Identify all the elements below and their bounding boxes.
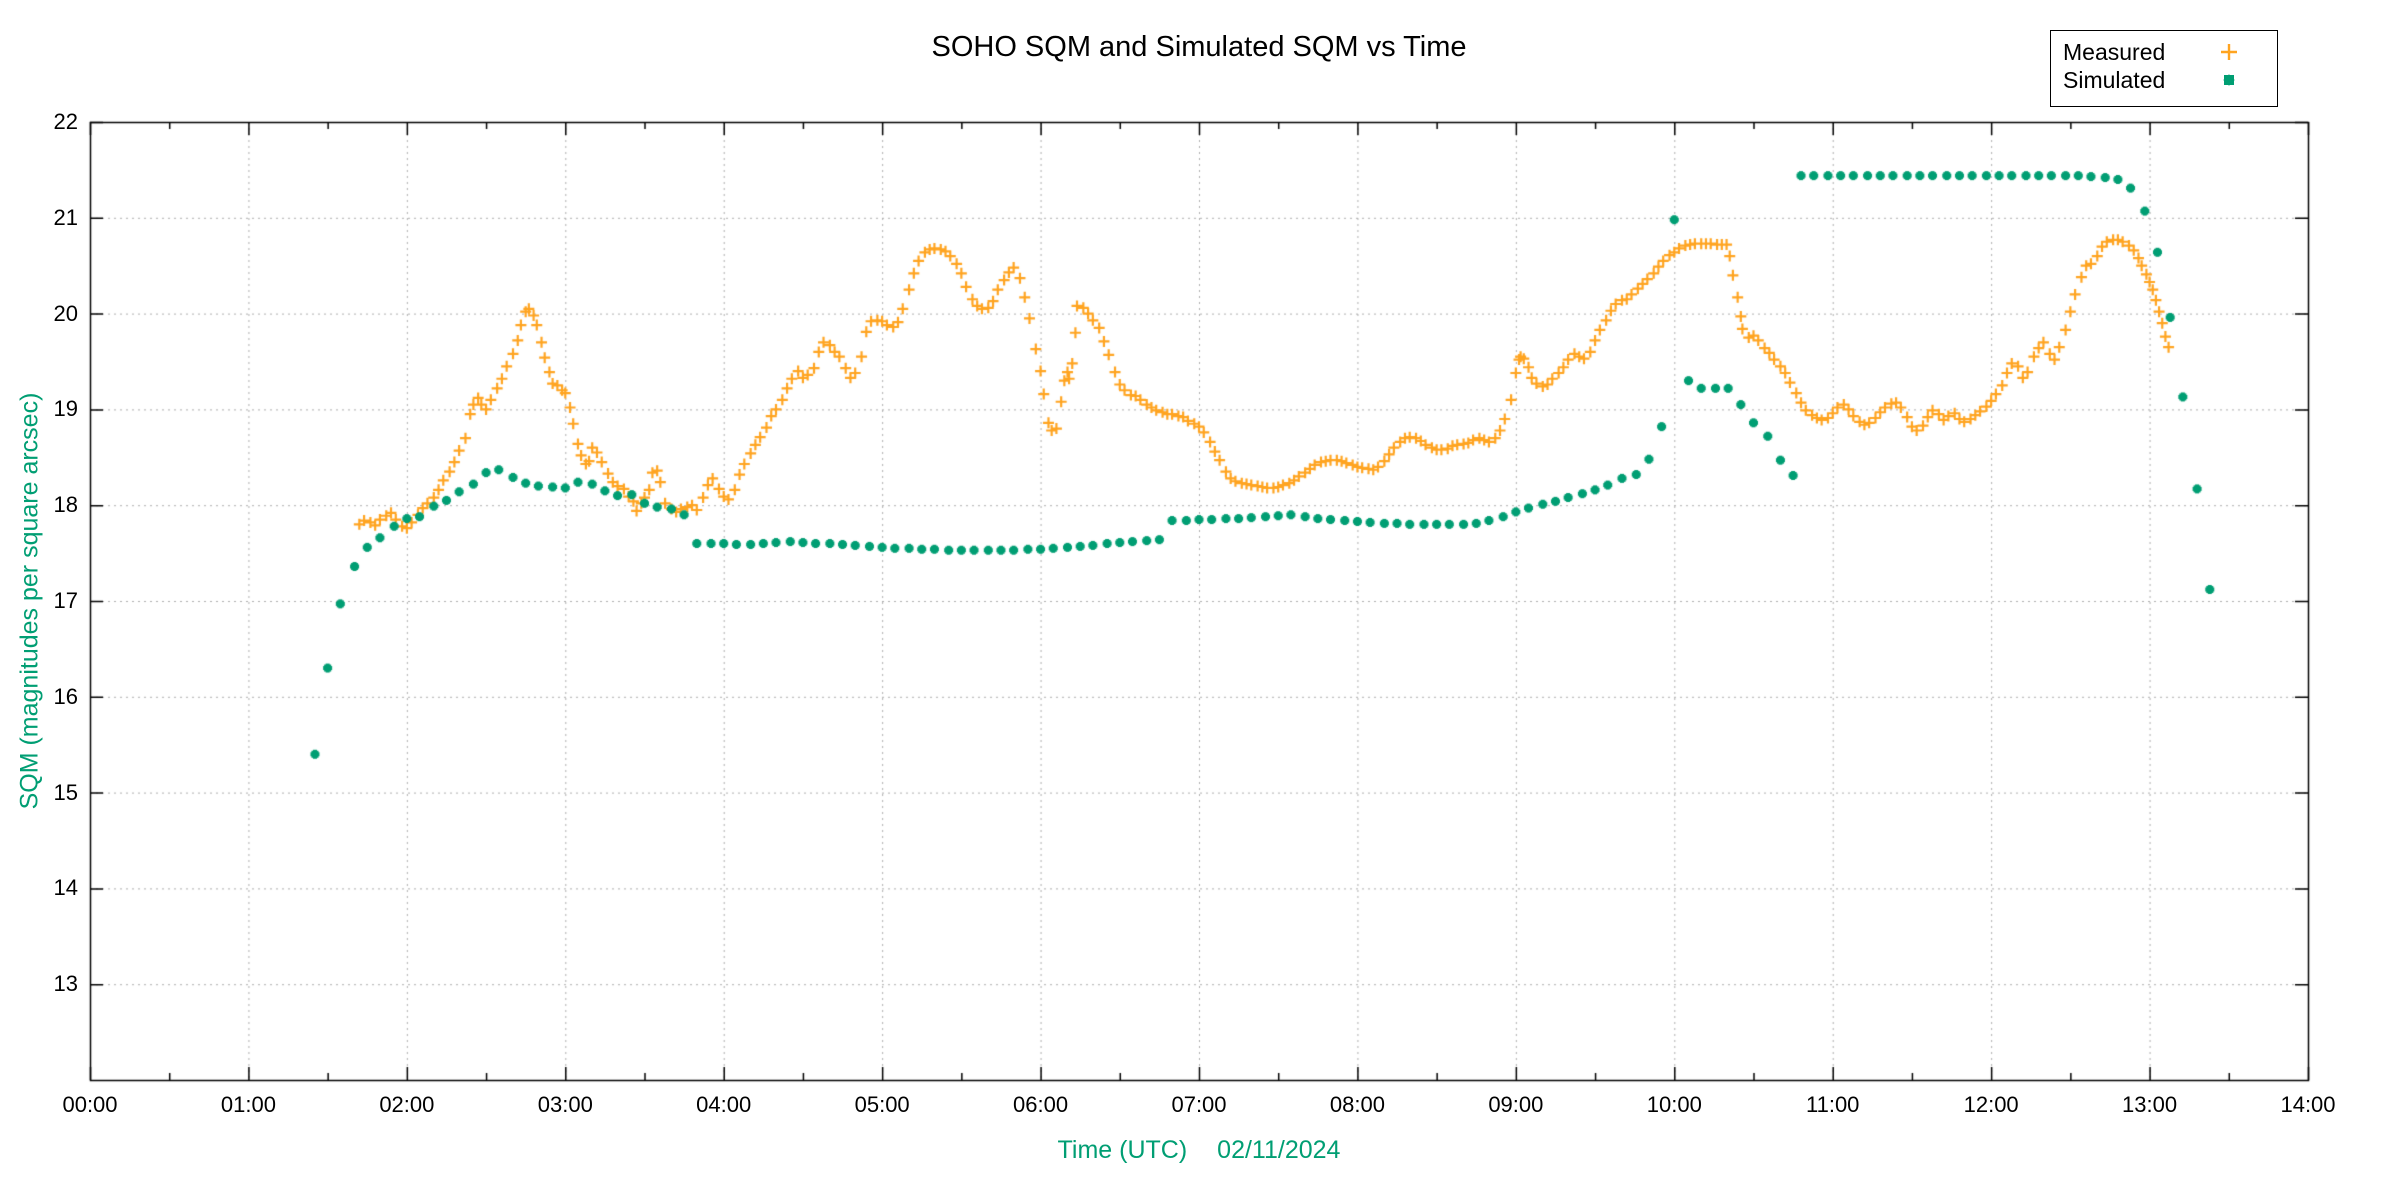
y-tick-label: 16 [53, 683, 78, 709]
x-tick-label: 05:00 [854, 1092, 910, 1117]
x-tick-label: 01:00 [220, 1092, 276, 1117]
x-tick-label: 13:00 [2122, 1092, 2178, 1117]
legend-item-simulated: Simulated [2051, 66, 2277, 94]
legend-item-measured: Measured [2051, 38, 2277, 66]
y-tick-label: 22 [53, 109, 78, 134]
y-tick-label: 15 [53, 779, 78, 805]
legend-label-measured: Measured [2063, 38, 2166, 65]
x-tick-label: 02:00 [379, 1092, 435, 1117]
y-tick-label: 21 [53, 204, 78, 230]
chart-title: SOHO SQM and Simulated SQM vs Time [931, 31, 1467, 63]
x-tick-label: 06:00 [1013, 1092, 1069, 1117]
legend-label-simulated: Simulated [2063, 66, 2166, 93]
x-axis-title-text: Time (UTC) [1057, 1136, 1188, 1164]
date-annotation: 02/11/2024 [1217, 1136, 1341, 1164]
y-tick-label: 19 [53, 396, 78, 422]
x-tick-label: 07:00 [1171, 1092, 1227, 1117]
legend: Measured Simulated [2050, 30, 2278, 107]
y-tick-label: 13 [53, 971, 78, 997]
x-axis-title: Time (UTC) 02/11/2024 [1058, 1136, 1341, 1165]
x-tick-label: 00:00 [62, 1092, 118, 1117]
y-tick-label: 14 [53, 875, 78, 901]
x-tick-label: 11:00 [1805, 1092, 1860, 1117]
x-tick-label: 03:00 [537, 1092, 593, 1117]
y-tick-label: 17 [53, 588, 78, 613]
y-tick-label: 18 [53, 492, 78, 518]
y-tick-label: 20 [53, 300, 78, 326]
measured-plus-icon [2221, 44, 2237, 60]
simulated-dot-icon [2223, 74, 2235, 86]
x-tick-label: 14:00 [2280, 1092, 2336, 1117]
x-tick-label: 04:00 [696, 1092, 752, 1117]
x-tick-label: 10:00 [1646, 1092, 1702, 1117]
x-tick-label: 12:00 [1963, 1092, 2019, 1117]
x-tick-label: 09:00 [1488, 1092, 1544, 1117]
x-tick-label: 08:00 [1329, 1092, 1385, 1117]
